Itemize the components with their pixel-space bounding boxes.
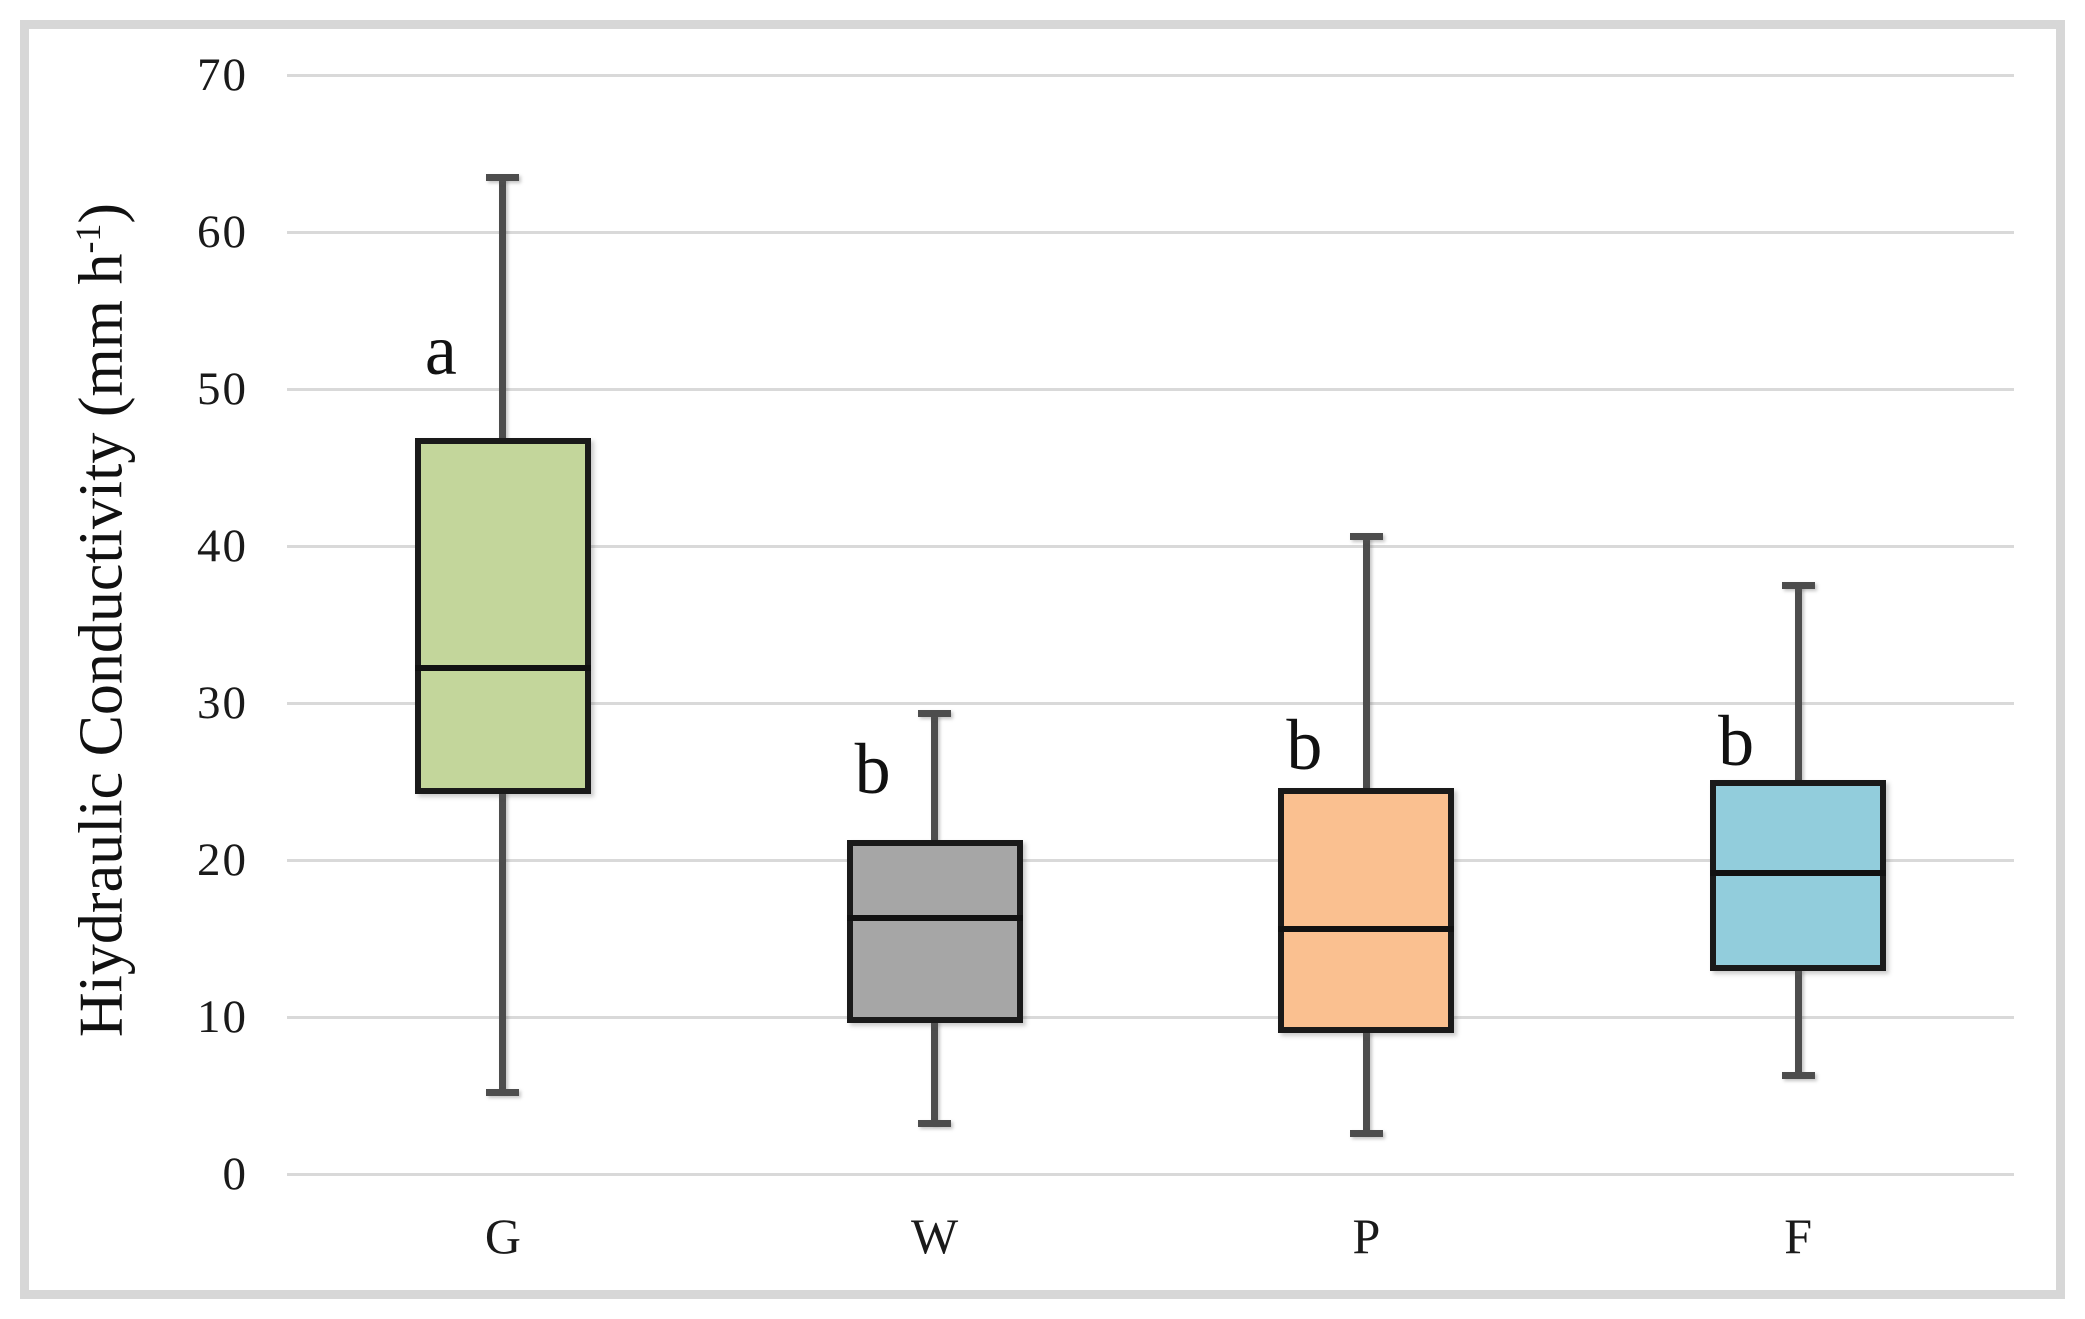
y-tick-label-50: 50 bbox=[197, 363, 248, 415]
lower-whisker-F bbox=[1794, 968, 1802, 1076]
gridline-50 bbox=[287, 387, 2014, 391]
gridline-30 bbox=[287, 701, 2014, 705]
lower-whisker-W bbox=[931, 1020, 939, 1124]
x-category-label-P: P bbox=[1352, 1208, 1381, 1264]
box-W bbox=[846, 839, 1023, 1024]
median-line-P bbox=[1278, 926, 1455, 933]
min-cap-P bbox=[1349, 1129, 1383, 1137]
median-line-W bbox=[846, 915, 1023, 922]
x-category-label-F: F bbox=[1784, 1208, 1813, 1264]
gridline-10 bbox=[287, 1015, 2014, 1019]
median-line-F bbox=[1710, 869, 1887, 876]
max-cap-W bbox=[918, 710, 952, 718]
gridline-0 bbox=[287, 1172, 2014, 1176]
significance-letter-W: b bbox=[854, 728, 891, 809]
min-cap-W bbox=[918, 1120, 952, 1128]
min-cap-G bbox=[486, 1088, 520, 1096]
upper-whisker-P bbox=[1362, 536, 1370, 791]
lower-whisker-G bbox=[499, 790, 507, 1093]
box-G bbox=[414, 437, 591, 794]
significance-letter-G: a bbox=[424, 309, 457, 390]
y-axis-title: Hiydraulic Conductivity (mm h-1) bbox=[67, 203, 138, 1037]
y-tick-label-40: 40 bbox=[197, 520, 248, 572]
box-P bbox=[1278, 787, 1455, 1033]
gridline-70 bbox=[287, 73, 2014, 77]
chart-frame bbox=[20, 20, 2065, 1299]
upper-whisker-W bbox=[931, 713, 939, 843]
y-axis-title-superscript: -1 bbox=[67, 223, 108, 254]
y-tick-label-30: 30 bbox=[197, 677, 248, 729]
significance-letter-P: b bbox=[1286, 705, 1323, 786]
box-F bbox=[1710, 780, 1887, 972]
median-line-G bbox=[414, 665, 591, 672]
y-tick-label-10: 10 bbox=[197, 991, 248, 1043]
y-tick-label-60: 60 bbox=[197, 206, 248, 258]
significance-letter-F: b bbox=[1718, 700, 1755, 781]
gridline-60 bbox=[287, 230, 2014, 234]
max-cap-G bbox=[486, 173, 520, 181]
y-tick-label-0: 0 bbox=[222, 1148, 248, 1200]
x-category-label-G: G bbox=[484, 1208, 521, 1264]
y-tick-label-20: 20 bbox=[197, 834, 248, 886]
upper-whisker-G bbox=[499, 177, 507, 441]
lower-whisker-P bbox=[1362, 1029, 1370, 1134]
min-cap-F bbox=[1781, 1071, 1815, 1079]
gridline-40 bbox=[287, 544, 2014, 548]
x-category-label-W: W bbox=[911, 1208, 959, 1264]
upper-whisker-F bbox=[1794, 585, 1802, 784]
max-cap-P bbox=[1349, 533, 1383, 541]
y-tick-label-70: 70 bbox=[197, 49, 248, 101]
gridline-20 bbox=[287, 858, 2014, 862]
max-cap-F bbox=[1781, 581, 1815, 589]
